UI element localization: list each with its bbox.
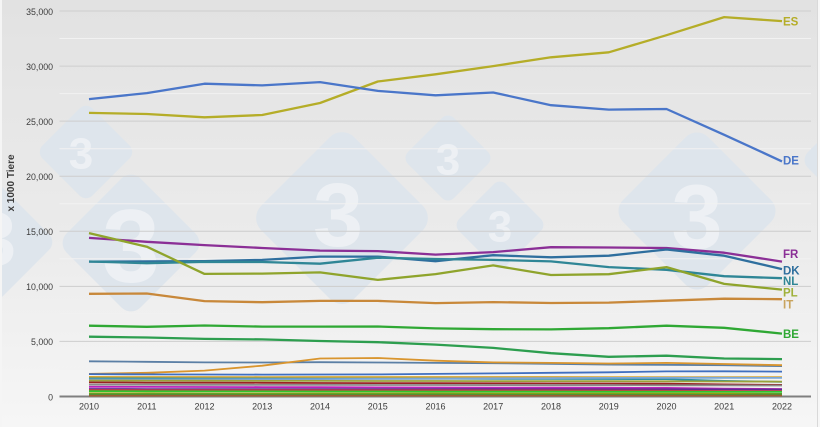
svg-text:3: 3 — [0, 197, 16, 282]
svg-text:2013: 2013 — [252, 402, 272, 412]
svg-text:3: 3 — [436, 136, 460, 185]
svg-text:20,000: 20,000 — [26, 172, 53, 182]
svg-text:2011: 2011 — [137, 402, 156, 412]
svg-text:3: 3 — [488, 203, 512, 252]
svg-text:5,000: 5,000 — [31, 337, 53, 347]
svg-text:3: 3 — [313, 166, 363, 266]
svg-text:x 1000 Tiere: x 1000 Tiere — [6, 154, 17, 212]
svg-text:2020: 2020 — [656, 402, 676, 412]
svg-text:2010: 2010 — [79, 402, 99, 412]
svg-text:FR: FR — [783, 249, 799, 261]
svg-text:3: 3 — [102, 189, 160, 305]
svg-text:NL: NL — [783, 276, 798, 288]
svg-text:IT: IT — [783, 299, 793, 311]
svg-text:BE: BE — [783, 329, 799, 341]
svg-text:2017: 2017 — [483, 402, 503, 412]
svg-text:25,000: 25,000 — [26, 117, 53, 127]
svg-text:15,000: 15,000 — [26, 227, 53, 237]
svg-text:2014: 2014 — [310, 402, 330, 412]
svg-text:30,000: 30,000 — [26, 62, 53, 72]
svg-text:DE: DE — [783, 156, 799, 168]
svg-text:2018: 2018 — [541, 402, 561, 412]
svg-text:ES: ES — [783, 17, 799, 29]
svg-text:3: 3 — [69, 130, 93, 179]
svg-text:2015: 2015 — [368, 402, 388, 412]
svg-text:10,000: 10,000 — [26, 282, 53, 292]
svg-text:2021: 2021 — [714, 402, 734, 412]
svg-text:2012: 2012 — [194, 402, 214, 412]
svg-text:DK: DK — [783, 266, 800, 278]
svg-text:0: 0 — [48, 392, 53, 402]
svg-text:2016: 2016 — [425, 402, 445, 412]
svg-text:35,000: 35,000 — [26, 7, 53, 17]
svg-text:2019: 2019 — [599, 402, 619, 412]
svg-text:PL: PL — [783, 287, 798, 299]
svg-text:2022: 2022 — [772, 402, 792, 412]
